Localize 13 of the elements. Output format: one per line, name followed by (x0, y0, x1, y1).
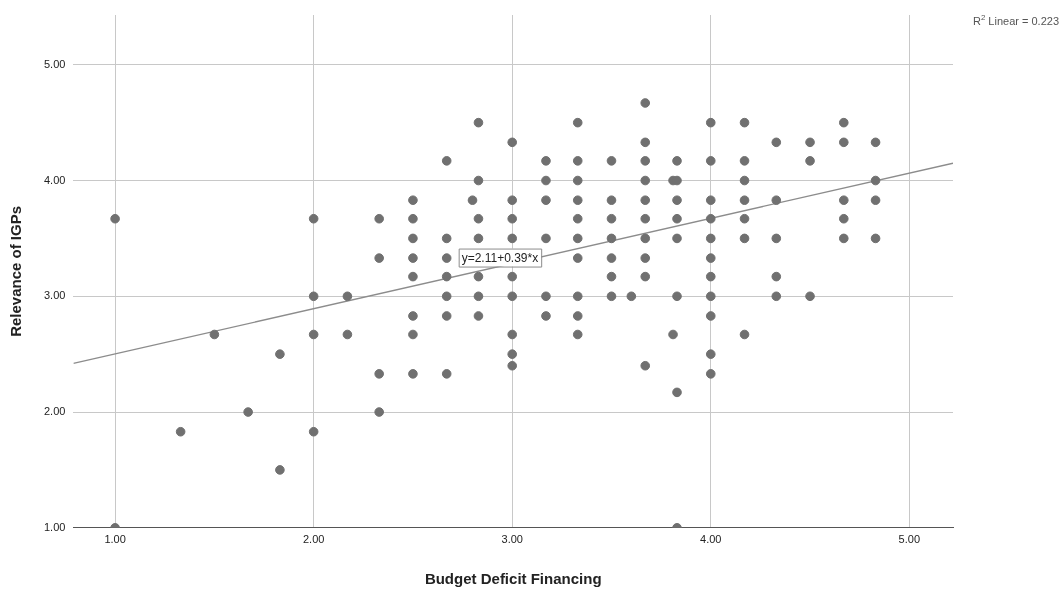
x-tick-label: 3.00 (501, 533, 523, 546)
x-axis-title: Budget Deficit Financing (424, 570, 602, 588)
x-tick-label: 2.00 (302, 533, 325, 546)
y-tick-label: 5.00 (43, 57, 66, 70)
y-axis-title: Relevance of IGPs (7, 205, 25, 337)
y-tick-label: 3.00 (43, 289, 66, 302)
x-tick-label: 1.00 (104, 533, 126, 546)
y-tick-label: 2.00 (43, 405, 66, 418)
y-tick-label: 1.00 (43, 520, 66, 533)
x-tick-label: 4.00 (700, 533, 722, 546)
x-tick-label: 5.00 (898, 533, 921, 546)
y-tick-label: 4.00 (43, 173, 66, 186)
annotation: y=2.11+0.39*x (461, 250, 539, 265)
